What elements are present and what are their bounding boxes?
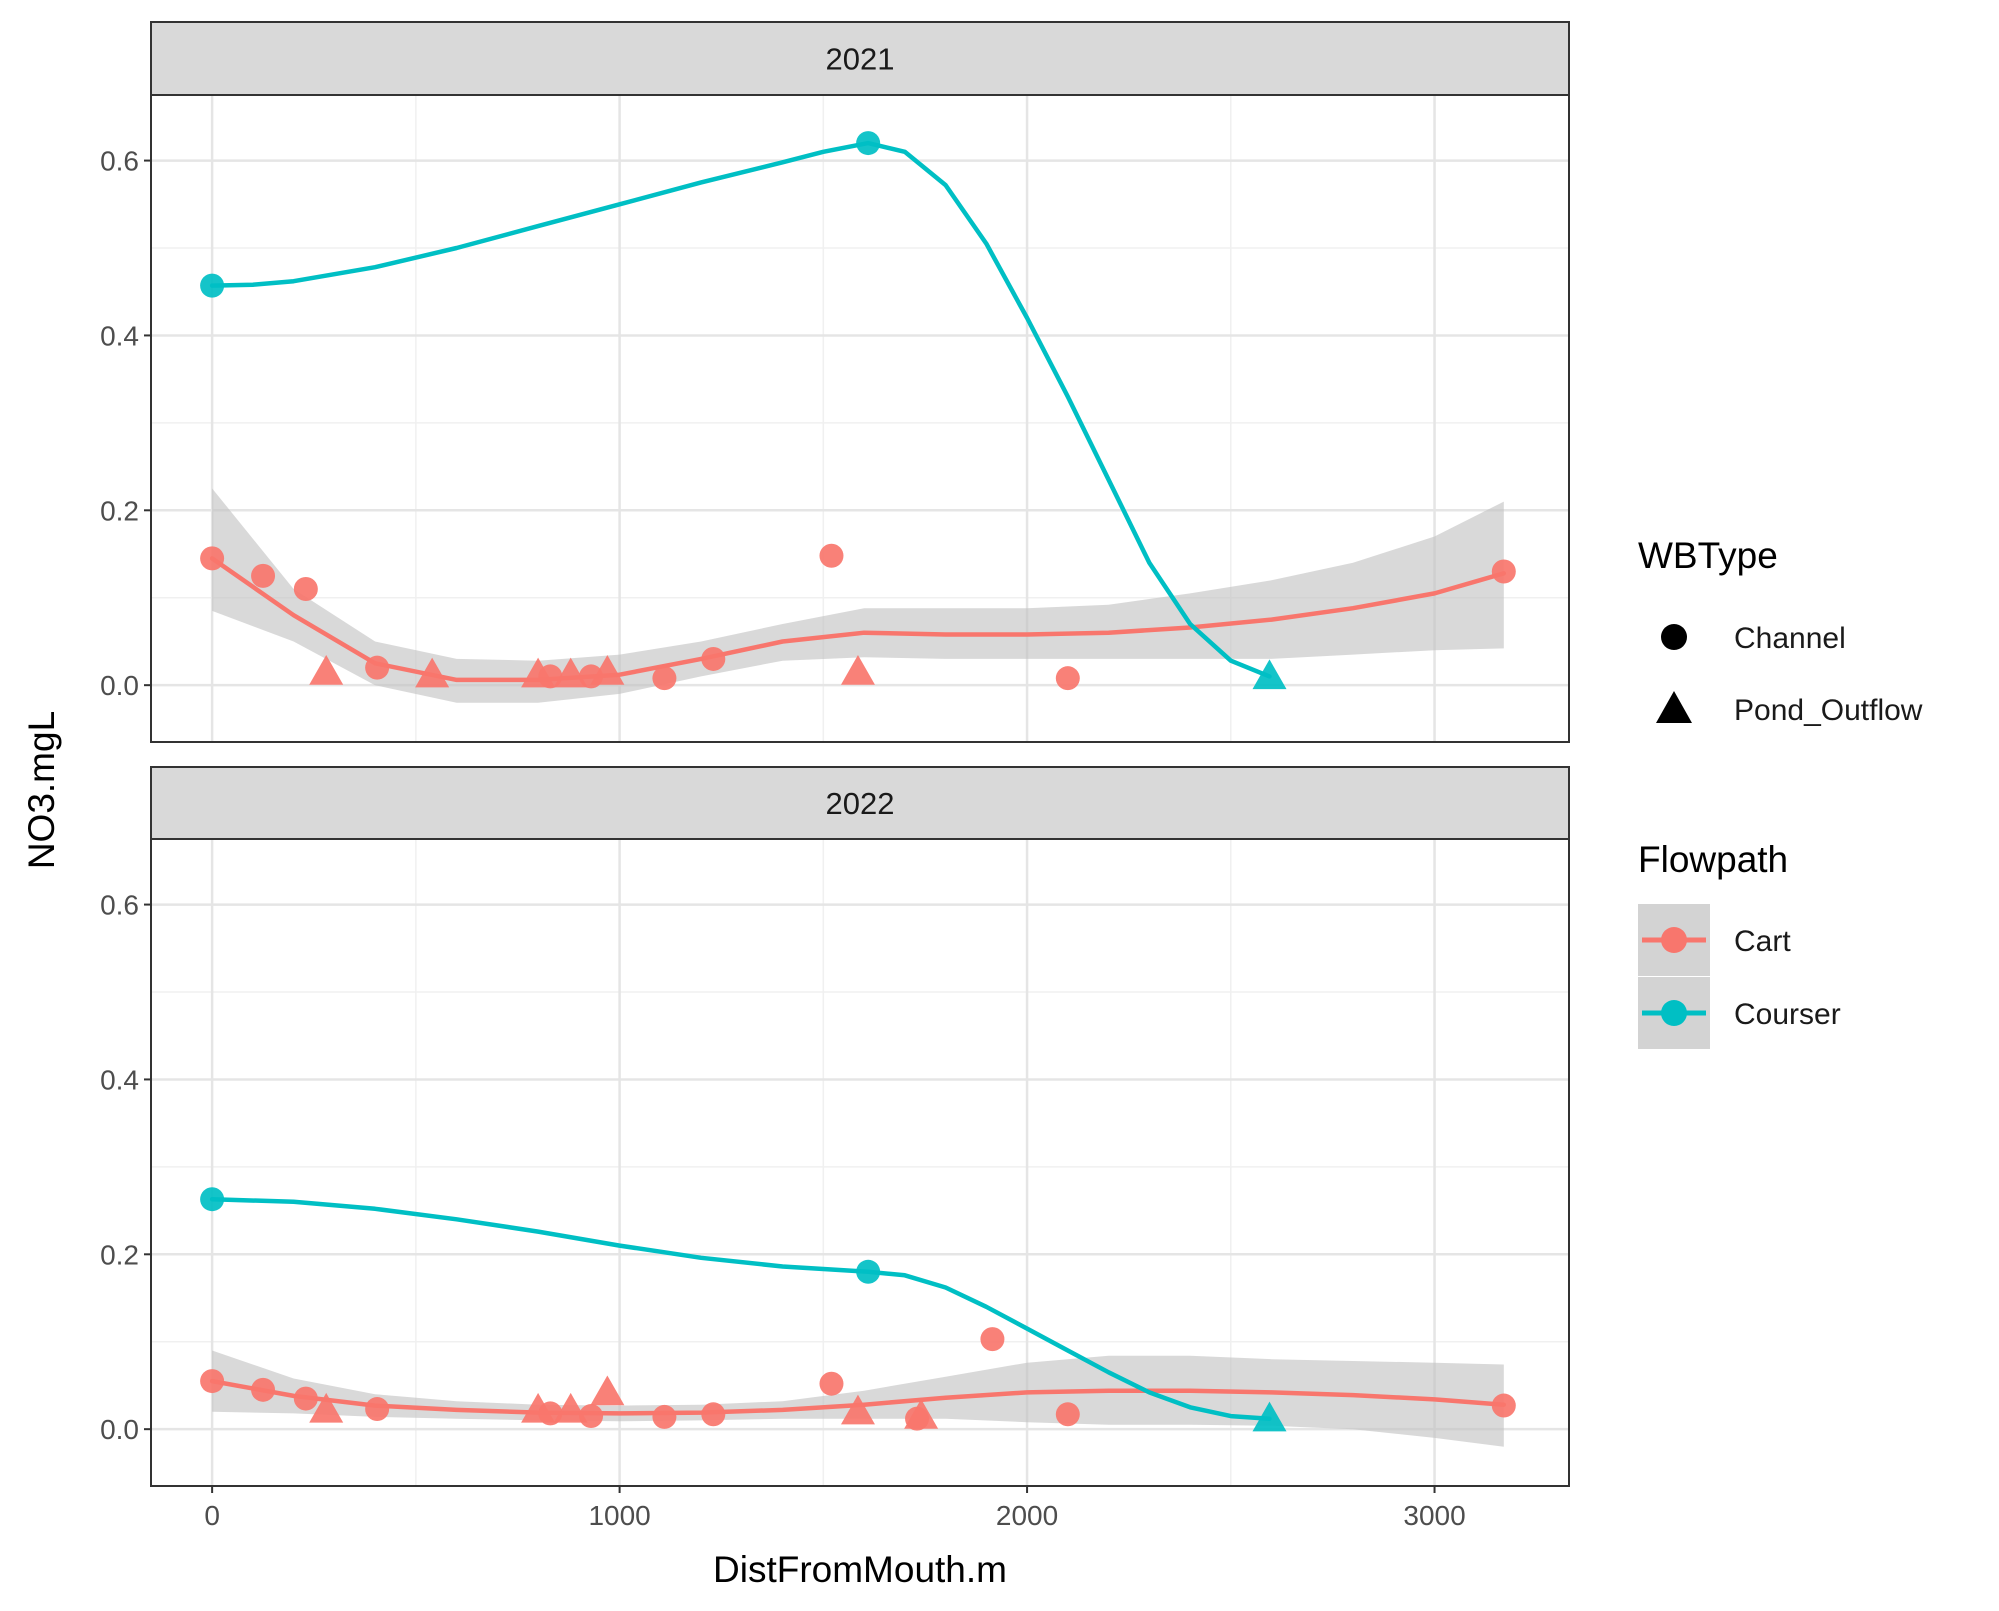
data-point-pond-outflow-cart	[553, 657, 588, 688]
data-point-channel-cart	[701, 1402, 726, 1427]
data-point-pond-outflow-cart	[590, 655, 625, 685]
legend-label: Pond_Outflow	[1734, 694, 1923, 727]
data-point-channel-cart	[251, 563, 276, 588]
data-point-pond-outflow-cart	[309, 1392, 344, 1423]
smooth-line-courser	[209, 1196, 1272, 1421]
legend-title-flowpath: Flowpath	[1638, 839, 1788, 880]
legend-label: Channel	[1734, 622, 1846, 655]
data-point-channel-courser	[856, 1259, 881, 1284]
x-tick-label: 0	[204, 1500, 220, 1531]
y-tick-label: 0.4	[100, 1064, 139, 1095]
data-point-channel-courser	[856, 131, 881, 156]
data-point-channel-cart	[538, 664, 563, 689]
x-axis-title: DistFromMouth.m	[713, 1549, 1007, 1590]
data-point-pond-outflow-cart	[590, 1375, 625, 1406]
facet-panel-2022: 2022 0.0 0.2 0.4 0.6 0 1000 2000 3000	[100, 766, 1570, 1531]
data-point-channel-cart	[652, 666, 677, 691]
confidence-band-cart	[212, 488, 1504, 703]
legend-key-triangle	[1656, 691, 1692, 723]
y-tick-label: 0.6	[100, 146, 139, 177]
facet-strip	[150, 21, 1570, 96]
y-tick-label: 0.6	[100, 890, 139, 921]
facet-strip-label: 2021	[826, 42, 895, 77]
x-tick-label: 2000	[996, 1500, 1058, 1531]
legend-label: Courser	[1734, 998, 1841, 1031]
y-tick-label: 0.2	[100, 495, 139, 526]
facet-panel-2021: 2021 0.0 0.2 0.4 0.6	[100, 21, 1570, 743]
data-point-pond-outflow-courser	[1252, 1401, 1287, 1432]
data-point-channel-cart	[365, 655, 390, 680]
data-point-channel-cart	[293, 576, 318, 601]
data-point-channel-cart	[652, 1404, 677, 1429]
facet-strip	[150, 766, 1570, 840]
panel-border	[150, 94, 1570, 743]
y-tick-label: 0.0	[100, 670, 139, 701]
data-point-channel-cart	[579, 1404, 604, 1429]
data-point-channel-cart	[1491, 1393, 1516, 1418]
data-point-channel-cart	[1491, 559, 1516, 584]
legend-key-circle	[1661, 624, 1687, 650]
data-point-channel-cart	[365, 1397, 390, 1422]
x-tick-label: 1000	[588, 1500, 650, 1531]
data-point-channel-cart	[293, 1386, 318, 1411]
data-point-channel-cart	[701, 646, 726, 671]
data-point-channel-courser	[200, 1187, 225, 1212]
data-point-channel-cart	[980, 1327, 1005, 1352]
y-tick-label: 0.0	[100, 1414, 139, 1445]
data-point-channel-cart	[251, 1377, 276, 1402]
data-point-pond-outflow-courser	[1252, 659, 1287, 690]
legend-label: Cart	[1734, 925, 1791, 958]
smooth-line-cart	[209, 1378, 1507, 1416]
panel-border	[150, 838, 1570, 1487]
data-point-channel-cart	[200, 546, 225, 571]
legend-title-wbtype: WBType	[1638, 535, 1778, 576]
legend-key-point	[1661, 1000, 1687, 1026]
data-point-pond-outflow-cart	[309, 655, 344, 685]
facet-strip-label: 2022	[826, 786, 895, 821]
legend-key-point	[1661, 927, 1687, 953]
x-tick-label: 3000	[1403, 1500, 1465, 1531]
data-point-channel-cart	[1055, 1402, 1080, 1427]
data-point-channel-cart	[1055, 666, 1080, 691]
data-point-pond-outflow-cart	[840, 655, 875, 685]
data-point-pond-outflow-cart	[904, 1399, 939, 1429]
data-point-channel-cart	[200, 1369, 225, 1394]
data-point-channel-cart	[819, 1371, 844, 1396]
data-point-channel-courser	[200, 273, 225, 298]
data-point-channel-cart	[819, 543, 844, 568]
y-tick-label: 0.2	[100, 1239, 139, 1270]
y-tick-label: 0.4	[100, 320, 139, 351]
data-point-pond-outflow-cart	[415, 657, 450, 688]
data-point-pond-outflow-cart	[840, 1394, 875, 1425]
y-axis-title: NO3.mgL	[21, 711, 62, 869]
